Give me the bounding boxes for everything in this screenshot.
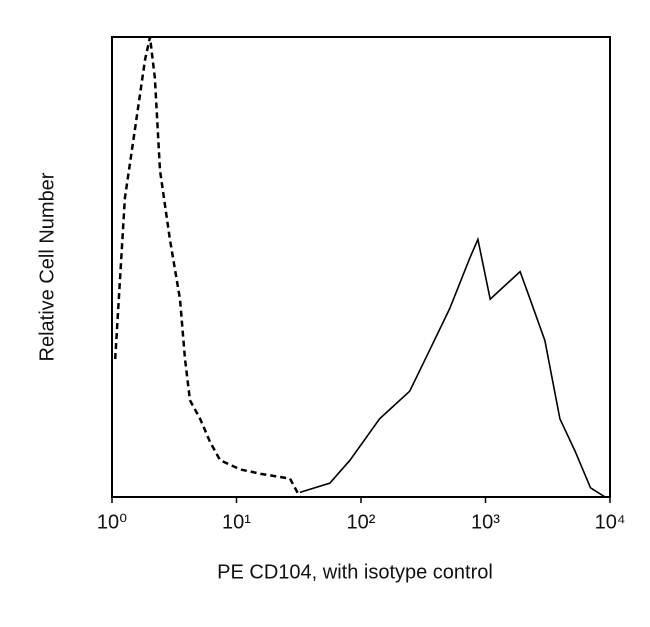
x-tick-label: 10² (347, 511, 376, 533)
x-tick-label: 10⁰ (97, 511, 127, 533)
series-line (299, 236, 606, 498)
series-line (113, 36, 302, 498)
y-axis-label: Relative Cell Number (36, 172, 58, 361)
x-tick-label: 10³ (471, 511, 500, 533)
x-tick-label: 10¹ (222, 511, 251, 533)
x-axis-label: PE CD104, with isotype control (217, 561, 493, 583)
x-tick-label: 10⁴ (595, 511, 626, 533)
plot-frame (111, 36, 611, 498)
